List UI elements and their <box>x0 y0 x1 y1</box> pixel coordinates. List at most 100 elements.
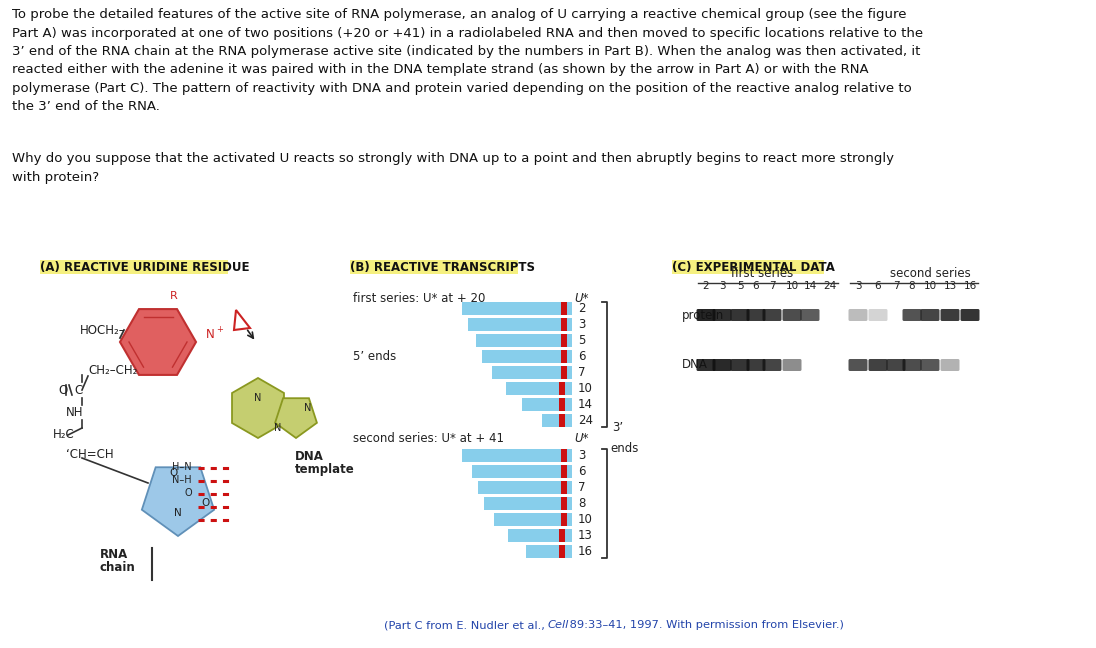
Text: 7: 7 <box>768 281 775 291</box>
FancyBboxPatch shape <box>763 309 781 321</box>
FancyBboxPatch shape <box>848 359 868 371</box>
Bar <box>561 302 567 315</box>
Bar <box>561 513 567 526</box>
FancyBboxPatch shape <box>746 359 765 371</box>
Bar <box>543 414 572 427</box>
Bar <box>478 481 572 494</box>
Text: 7: 7 <box>892 281 900 291</box>
Text: first series: U* at + 20: first series: U* at + 20 <box>353 292 486 305</box>
Text: 3: 3 <box>578 318 585 331</box>
FancyBboxPatch shape <box>960 309 980 321</box>
Text: 13: 13 <box>944 281 957 291</box>
Text: H₂C: H₂C <box>53 428 75 441</box>
Text: 2: 2 <box>703 281 709 291</box>
FancyBboxPatch shape <box>940 309 959 321</box>
Text: U*: U* <box>574 432 589 445</box>
Text: N: N <box>206 327 215 340</box>
Polygon shape <box>119 309 196 375</box>
Text: DNA: DNA <box>295 450 324 463</box>
Text: 10: 10 <box>578 513 593 526</box>
Text: To probe the detailed features of the active site of RNA polymerase, an analog o: To probe the detailed features of the ac… <box>12 8 923 113</box>
Text: N–H: N–H <box>172 475 192 485</box>
Bar <box>476 334 572 347</box>
Text: 14: 14 <box>578 398 593 411</box>
FancyBboxPatch shape <box>940 359 959 371</box>
Bar <box>559 545 566 558</box>
Text: 7: 7 <box>578 366 585 379</box>
Text: O: O <box>202 498 210 508</box>
Text: 24: 24 <box>578 414 593 427</box>
Text: ends: ends <box>610 442 638 455</box>
Text: (A) REACTIVE URIDINE RESIDUE: (A) REACTIVE URIDINE RESIDUE <box>39 261 250 274</box>
Text: RNA: RNA <box>100 548 128 561</box>
Bar <box>522 398 572 411</box>
Text: N: N <box>254 393 262 403</box>
Text: 5: 5 <box>578 334 585 347</box>
Text: N: N <box>274 423 282 433</box>
Bar <box>561 481 567 494</box>
Text: U*: U* <box>574 292 589 305</box>
Text: C: C <box>75 384 82 397</box>
FancyBboxPatch shape <box>731 309 750 321</box>
Text: protein: protein <box>682 308 724 321</box>
Text: 24: 24 <box>823 281 836 291</box>
Bar <box>559 382 566 395</box>
Text: 10: 10 <box>924 281 937 291</box>
Text: 6: 6 <box>578 465 585 478</box>
Text: H–N: H–N <box>172 462 192 472</box>
Bar <box>482 350 572 363</box>
FancyBboxPatch shape <box>887 359 905 371</box>
Bar <box>350 260 518 274</box>
Text: 6: 6 <box>578 350 585 363</box>
Text: O: O <box>169 468 178 478</box>
FancyBboxPatch shape <box>868 309 888 321</box>
Text: CH₂–CH₂: CH₂–CH₂ <box>88 364 137 376</box>
Text: 2: 2 <box>578 302 585 315</box>
Text: ʻCH=CH: ʻCH=CH <box>66 448 114 461</box>
FancyBboxPatch shape <box>783 359 801 371</box>
Bar <box>468 318 572 331</box>
FancyBboxPatch shape <box>848 309 868 321</box>
Text: HOCH₂–: HOCH₂– <box>80 323 126 336</box>
Text: first series: first series <box>731 267 794 280</box>
Bar <box>506 382 572 395</box>
Text: 5’ ends: 5’ ends <box>353 350 397 363</box>
Text: 3: 3 <box>578 449 585 462</box>
Text: N: N <box>174 508 182 518</box>
Text: 10: 10 <box>578 382 593 395</box>
Text: template: template <box>295 463 355 476</box>
Text: (C) EXPERIMENTAL DATA: (C) EXPERIMENTAL DATA <box>672 261 835 274</box>
FancyBboxPatch shape <box>746 309 765 321</box>
Bar <box>463 449 572 462</box>
Text: 3: 3 <box>719 281 726 291</box>
Text: Why do you suppose that the activated U reacts so strongly with DNA up to a poin: Why do you suppose that the activated U … <box>12 152 894 183</box>
FancyBboxPatch shape <box>902 359 922 371</box>
Text: (Part C from E. Nudler et al.,: (Part C from E. Nudler et al., <box>384 620 548 630</box>
Bar <box>559 414 566 427</box>
Bar <box>561 449 567 462</box>
Bar <box>492 366 572 379</box>
Polygon shape <box>232 378 284 438</box>
Text: 16: 16 <box>963 281 977 291</box>
Bar <box>39 260 228 274</box>
Text: 3: 3 <box>855 281 861 291</box>
Polygon shape <box>275 399 317 438</box>
FancyBboxPatch shape <box>921 359 939 371</box>
Text: DNA: DNA <box>682 358 708 371</box>
FancyBboxPatch shape <box>696 309 716 321</box>
Text: 13: 13 <box>578 529 593 542</box>
FancyBboxPatch shape <box>868 359 888 371</box>
Bar <box>561 497 567 510</box>
Bar <box>672 260 824 274</box>
FancyBboxPatch shape <box>800 309 820 321</box>
Text: R: R <box>170 291 178 301</box>
Text: chain: chain <box>100 561 136 574</box>
Text: (B) REACTIVE TRANSCRIPTS: (B) REACTIVE TRANSCRIPTS <box>350 261 535 274</box>
FancyBboxPatch shape <box>902 309 922 321</box>
Bar <box>463 302 572 315</box>
Bar <box>484 497 572 510</box>
Bar <box>559 398 566 411</box>
Text: 8: 8 <box>909 281 915 291</box>
FancyBboxPatch shape <box>921 309 939 321</box>
Text: Cell: Cell <box>548 620 569 630</box>
